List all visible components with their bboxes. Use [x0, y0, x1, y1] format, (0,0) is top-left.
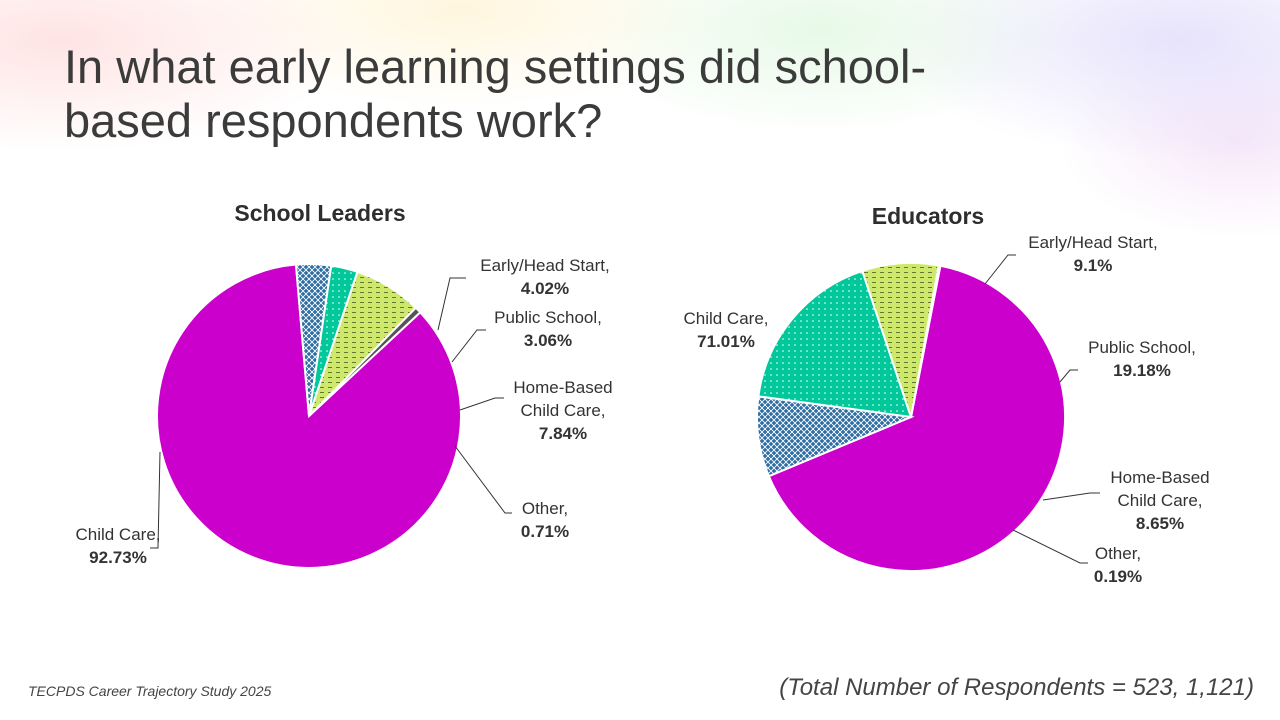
slide-title-line-2: based respondents work?	[64, 94, 603, 147]
leader-line-other	[1012, 529, 1088, 564]
data-label-home-based-child-care: Home-Based Child Care, 8.65%	[1110, 468, 1209, 533]
respondents-note: (Total Number of Respondents = 523, 1,12…	[779, 674, 1254, 701]
data-label-child-care: Child Care, 92.73%	[75, 525, 160, 567]
data-label-child-care: Child Care, 71.01%	[683, 309, 768, 351]
data-label-other: Other, 0.71%	[521, 499, 569, 541]
data-label-early-head-start: Early/Head Start, 9.1%	[1028, 233, 1157, 275]
data-label-public-school: Public School, 19.18%	[1088, 338, 1196, 380]
data-label-public-school: Public School, 3.06%	[494, 308, 602, 350]
slide-title: In what early learning settings did scho…	[64, 40, 1164, 148]
background-wash	[0, 0, 1280, 260]
pie-slice-other	[308, 306, 422, 417]
leader-line-public-school	[451, 329, 486, 363]
leader-line-other	[454, 445, 512, 514]
leader-line-early-head-start	[984, 254, 1016, 285]
data-label-home-based-child-care: Home-Based Child Care, 7.84%	[513, 378, 612, 443]
leader-line-home-based-child-care	[459, 397, 504, 411]
leader-line-early-head-start	[437, 277, 466, 331]
leader-line-child-care	[150, 451, 161, 549]
source-note: TECPDS Career Trajectory Study 2025	[28, 683, 272, 699]
school-leaders-chart: School Leaders Child Care, 92.73% Early/Hea…	[75, 200, 613, 569]
school-leaders-chart-title: School Leaders	[234, 200, 405, 226]
slide-title-line-1: In what early learning settings did scho…	[64, 40, 927, 93]
pie-slice-public-school	[757, 269, 913, 419]
data-label-early-head-start: Early/Head Start, 4.02%	[480, 256, 609, 298]
educators-chart: Educators Child Care, 71.01% Early/Head Sta…	[683, 203, 1209, 586]
pie-slice-other	[910, 264, 942, 418]
pie-slice-child-care	[767, 264, 1066, 572]
leader-line-public-school	[1059, 369, 1078, 383]
data-label-other: Other, 0.19%	[1094, 544, 1142, 586]
leader-line-home-based-child-care	[1042, 492, 1100, 501]
educators-chart-title: Educators	[872, 203, 984, 229]
